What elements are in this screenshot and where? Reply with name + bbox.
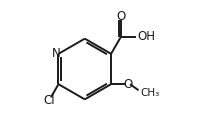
Text: OH: OH bbox=[137, 30, 155, 43]
Text: CH₃: CH₃ bbox=[141, 87, 160, 98]
Text: O: O bbox=[124, 78, 133, 91]
Text: N: N bbox=[52, 47, 61, 60]
Text: Cl: Cl bbox=[44, 94, 55, 107]
Text: O: O bbox=[116, 10, 126, 23]
